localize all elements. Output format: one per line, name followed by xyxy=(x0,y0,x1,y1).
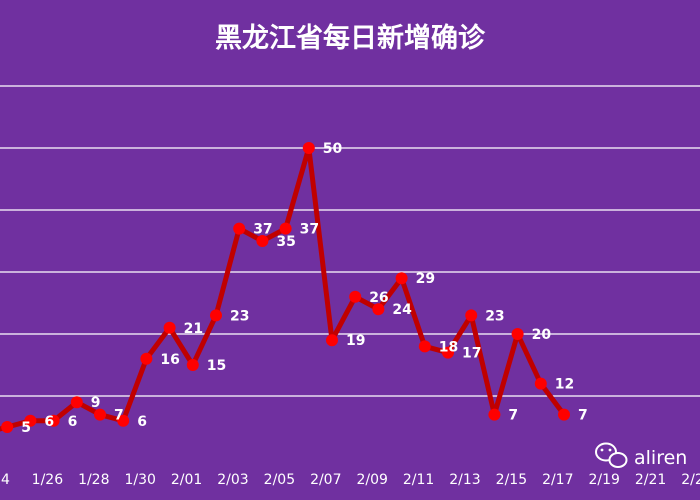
series-line xyxy=(0,145,567,432)
data-label: 17 xyxy=(462,346,481,362)
data-point xyxy=(1,421,14,433)
data-label: 23 xyxy=(485,308,504,324)
data-point xyxy=(488,408,501,421)
data-point xyxy=(442,346,454,359)
data-point xyxy=(210,309,222,322)
data-point xyxy=(511,328,524,340)
data-label: 20 xyxy=(532,327,552,343)
watermark-text: aliren xyxy=(634,447,687,469)
data-point xyxy=(279,222,292,235)
x-tick-label: 24 xyxy=(0,472,10,488)
data-label: 18 xyxy=(439,339,458,355)
data-point xyxy=(233,222,246,235)
data-point xyxy=(140,352,153,365)
data-point xyxy=(163,321,176,334)
data-point xyxy=(186,359,199,371)
data-label: 37 xyxy=(300,222,319,238)
x-tick-label: 2/05 xyxy=(264,472,295,488)
data-point xyxy=(418,340,431,353)
data-label: 7 xyxy=(508,408,518,424)
x-tick-label: 2/17 xyxy=(542,472,573,488)
chart-title: 黑龙江省每日新增确诊 xyxy=(215,22,486,54)
x-tick-label: 2/13 xyxy=(449,472,480,488)
data-markers xyxy=(1,142,570,433)
x-tick-label: 2/03 xyxy=(217,472,248,488)
data-point xyxy=(395,272,408,285)
wechat-icon xyxy=(595,442,628,468)
series-line-path xyxy=(0,145,567,432)
data-point xyxy=(534,377,547,390)
data-label: 15 xyxy=(207,358,226,374)
x-tick-label: 1/28 xyxy=(78,472,109,488)
x-tick-label: 2/11 xyxy=(403,472,434,488)
x-tick-label: 2/21 xyxy=(635,472,666,488)
data-point xyxy=(24,414,37,427)
data-label: 5 xyxy=(21,420,31,436)
data-label: 16 xyxy=(160,352,179,368)
data-point xyxy=(94,408,106,421)
data-label: 29 xyxy=(416,271,435,287)
data-label: 6 xyxy=(44,414,54,430)
data-point xyxy=(465,309,478,322)
data-label: 9 xyxy=(91,395,101,411)
data-label: 7 xyxy=(114,408,124,424)
data-label: 21 xyxy=(184,321,203,337)
data-label: 23 xyxy=(230,308,249,324)
data-point xyxy=(70,396,83,409)
data-point xyxy=(117,414,130,427)
x-tick-label: 2/07 xyxy=(310,472,341,488)
data-label: 12 xyxy=(555,377,574,393)
data-label: 19 xyxy=(346,333,365,349)
x-tick-label: 2/23 xyxy=(681,472,700,488)
data-point xyxy=(302,142,315,154)
data-label: 7 xyxy=(578,408,588,424)
grid-lines xyxy=(0,85,700,397)
x-axis-ticks: 24 1/26 1/28 1/30 2/01 2/03 2/05 2/07 2/09 2/11 2/… xyxy=(0,472,700,488)
data-label: 6 xyxy=(68,414,78,430)
data-point xyxy=(256,235,269,247)
x-tick-label: 1/30 xyxy=(124,472,155,488)
data-point xyxy=(326,334,338,347)
data-label: 50 xyxy=(323,141,343,157)
data-label: 6 xyxy=(137,414,147,430)
x-tick-label: 2/19 xyxy=(588,472,619,488)
x-tick-label: 2/15 xyxy=(496,472,527,488)
x-tick-label: 2/09 xyxy=(356,472,387,488)
watermark: aliren xyxy=(595,442,687,469)
data-point xyxy=(558,408,570,421)
data-point xyxy=(47,414,60,427)
data-label: 24 xyxy=(392,302,412,318)
data-label: 37 xyxy=(253,222,272,238)
data-point xyxy=(349,290,362,303)
data-label: 35 xyxy=(276,234,295,250)
data-label: 26 xyxy=(369,290,388,306)
x-tick-label: 2/01 xyxy=(171,472,202,488)
data-point xyxy=(372,303,385,316)
x-tick-label: 1/26 xyxy=(32,472,64,488)
